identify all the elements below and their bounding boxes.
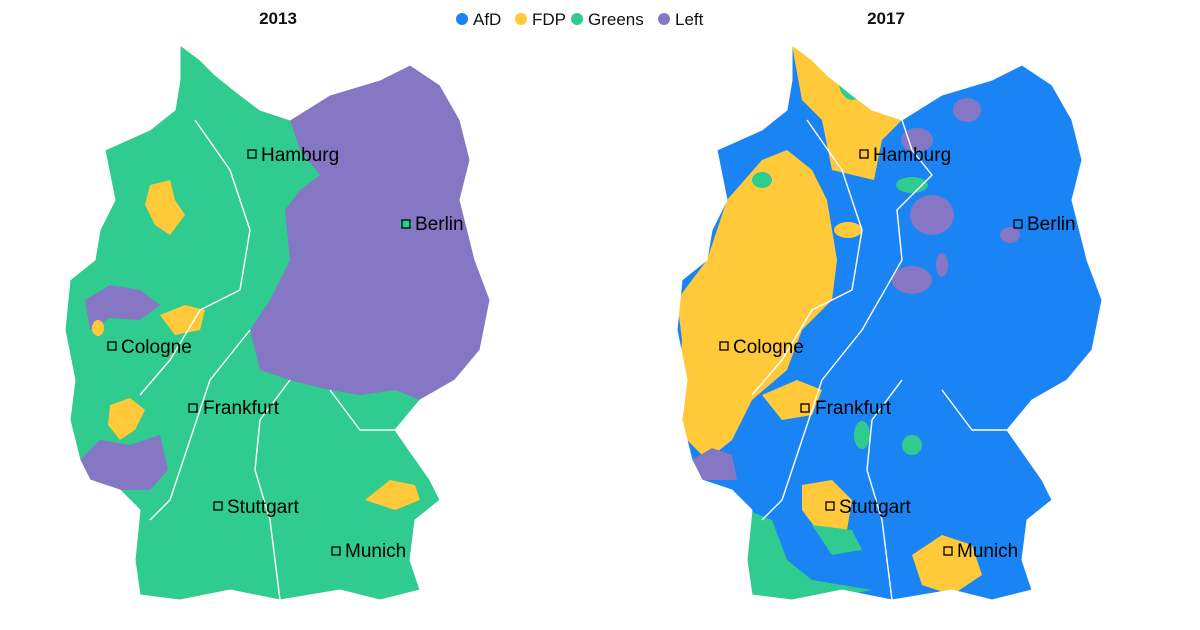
region (677, 150, 837, 460)
region (838, 56, 866, 100)
region (400, 219, 412, 229)
city-label: Berlin (415, 214, 464, 235)
city-label: Berlin (1027, 214, 1076, 235)
city-label: Hamburg (261, 145, 339, 166)
legend-dot (515, 13, 527, 25)
region (834, 222, 862, 238)
region (762, 380, 822, 420)
cities: Hamburg Berlin Cologne Frankfurt Stuttga… (719, 145, 1076, 562)
region (1000, 227, 1020, 243)
city-label: Stuttgart (227, 497, 300, 518)
region (85, 285, 160, 330)
city-marker (800, 403, 810, 413)
region (802, 480, 852, 530)
city-marker (247, 149, 257, 159)
region (912, 535, 982, 595)
city-marker (719, 341, 729, 351)
region (901, 128, 933, 152)
cities: Hamburg Berlin Cologne Frankfurt Stuttga… (107, 145, 464, 562)
city-marker (1013, 219, 1023, 229)
city-marker (943, 546, 953, 556)
city-marker (213, 501, 223, 511)
region (250, 65, 490, 400)
region (692, 448, 737, 480)
region (892, 266, 932, 294)
region (936, 253, 948, 277)
region (752, 172, 772, 188)
city-marker (825, 501, 835, 511)
city-label: Munich (957, 541, 1018, 562)
region (80, 435, 168, 490)
city-label: Hamburg (873, 145, 951, 166)
city-marker (107, 341, 117, 351)
map-2017: Hamburg Berlin Cologne Frankfurt Stuttga… (676, 44, 1103, 601)
map-2013: Hamburg Berlin Cologne Frankfurt Stuttga… (64, 44, 491, 601)
map-title: 2013 (259, 9, 297, 28)
region (854, 421, 870, 449)
legend: AfD FDP Greens Left (456, 10, 704, 29)
legend-dot (571, 13, 583, 25)
region (747, 510, 872, 600)
map-title: 2017 (867, 9, 905, 28)
region (160, 305, 205, 335)
region (910, 195, 954, 235)
legend-label: AfD (473, 10, 501, 29)
region (108, 398, 145, 440)
city-marker (401, 219, 411, 229)
city-label: Cologne (121, 337, 192, 358)
region (812, 525, 862, 555)
region (896, 177, 928, 193)
region (902, 435, 922, 455)
legend-label: Left (675, 10, 704, 29)
region (792, 45, 912, 180)
region (145, 180, 185, 235)
city-marker (859, 149, 869, 159)
region (92, 320, 104, 336)
legend-label: Greens (588, 10, 644, 29)
city-label: Munich (345, 541, 406, 562)
city-label: Frankfurt (203, 398, 280, 419)
region (365, 480, 420, 510)
legend-label: FDP (532, 10, 566, 29)
city-label: Cologne (733, 337, 804, 358)
city-label: Frankfurt (815, 398, 892, 419)
legend-dot (456, 13, 468, 25)
region (953, 98, 981, 122)
legend-dot (658, 13, 670, 25)
city-label: Stuttgart (839, 497, 912, 518)
city-marker (188, 403, 198, 413)
city-marker (331, 546, 341, 556)
